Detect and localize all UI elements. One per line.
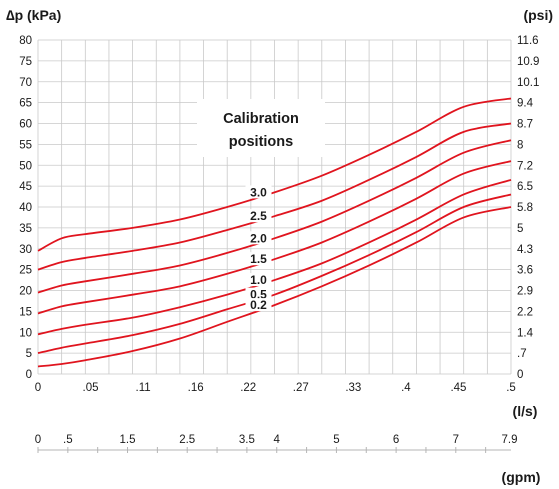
y-axis-right-title: (psi)	[523, 7, 553, 23]
y-tick-left-label: 15	[19, 306, 32, 318]
gpm-tick-label: 1.5	[120, 434, 136, 446]
y-tick-right-label: 2.9	[517, 286, 533, 298]
curve-3-0	[37, 97, 512, 252]
curve-label-bg	[245, 209, 272, 223]
gpm-tick-label: 7	[453, 434, 459, 446]
y-tick-left-label: 35	[19, 223, 32, 235]
curve-label-bg	[245, 185, 272, 199]
y-tick-left-label: 30	[19, 244, 32, 256]
y-tick-right-label: 0	[517, 369, 523, 381]
x-tick-label: 0	[35, 382, 41, 394]
x-tick-label: .27	[293, 382, 309, 394]
y-tick-left-label: 50	[19, 160, 32, 172]
y-tick-left-label: 80	[19, 35, 32, 47]
legend-title-line1: Calibration	[223, 111, 299, 127]
y-tick-left-label: 60	[19, 119, 32, 131]
gpm-tick-label: 5	[333, 434, 339, 446]
y-tick-left-label: 75	[19, 56, 32, 68]
legend-box	[197, 99, 325, 157]
curve-2-5	[37, 122, 512, 271]
curves	[37, 97, 512, 368]
y-tick-right-label: 6.5	[517, 181, 533, 193]
y-tick-left-label: 40	[19, 202, 32, 214]
curve-1-0	[37, 179, 512, 336]
gpm-tick-label: 3.5	[239, 434, 255, 446]
gpm-tick-label: 4	[274, 434, 281, 446]
y-tick-right-label: 11.6	[517, 35, 539, 47]
gpm-tick-label: .5	[63, 434, 73, 446]
curve-label-2-5: 2.5	[250, 209, 267, 223]
y-tick-right-label: 10.9	[517, 56, 539, 68]
curve-labels: 3.02.52.01.51.00.50.2	[245, 185, 272, 312]
x-tick-label: .22	[240, 382, 256, 394]
x-tick-label: .11	[136, 382, 151, 394]
curve-label-3-0: 3.0	[250, 185, 267, 199]
y-tick-left-label: 10	[19, 327, 32, 339]
y-tick-left-label: 5	[26, 348, 32, 360]
y-tick-left-label: 45	[19, 181, 32, 193]
y-tick-left-label: 65	[19, 98, 32, 110]
y-tick-right-label: 1.4	[517, 327, 534, 339]
gpm-tick-label: 6	[393, 434, 399, 446]
y-tick-right-label: 3.6	[517, 265, 533, 277]
curve-label-bg	[245, 298, 272, 312]
y-tick-right-label: 7.2	[517, 160, 533, 172]
y-tick-left-label: 20	[19, 286, 32, 298]
gpm-tick-label: 7.9	[502, 434, 518, 446]
x-tick-label: .5	[506, 382, 516, 394]
legend-title-line2: positions	[229, 134, 293, 150]
gpm-tick-label: 2.5	[179, 434, 195, 446]
tick-labels: 051015202530354045505560657075800.71.42.…	[19, 35, 539, 394]
curve-1-5	[37, 160, 512, 315]
y-tick-right-label: 8.7	[517, 119, 533, 131]
curve-label-bg	[245, 252, 272, 266]
curve-label-bg	[245, 231, 272, 245]
curve-0-2	[37, 206, 512, 368]
y-tick-right-label: 4.3	[517, 244, 533, 256]
y-tick-left-label: 0	[26, 369, 32, 381]
y-tick-right-label: 10.1	[517, 77, 539, 89]
curve-label-1-5: 1.5	[250, 252, 267, 266]
y-tick-right-label: 2.2	[517, 306, 533, 318]
y-tick-left-label: 70	[19, 77, 32, 89]
x-tick-label: .45	[450, 382, 466, 394]
curve-label-0-2: 0.2	[250, 298, 267, 312]
x-axis-ls-title: (l/s)	[513, 403, 538, 419]
x-tick-label: .05	[83, 382, 99, 394]
curve-label-2-0: 2.0	[250, 231, 267, 245]
curve-label-1-0: 1.0	[250, 273, 267, 287]
y-tick-right-label: 5	[517, 223, 523, 235]
gpm-scale: 0 .5 1.5 2.5 3.5 4 5 6 7 7.9	[35, 434, 518, 453]
y-tick-right-label: .7	[517, 348, 527, 360]
y-tick-left-label: 25	[19, 265, 32, 277]
x-tick-label: .33	[345, 382, 361, 394]
y-axis-left-title: ∆p (kPa)	[6, 7, 61, 23]
curve-label-bg	[245, 287, 272, 301]
x-axis-gpm-title: (gpm)	[502, 469, 541, 485]
gpm-tick-label: 0	[35, 434, 41, 446]
y-tick-right-label: 9.4	[517, 98, 534, 110]
x-tick-label: .4	[401, 382, 411, 394]
curve-2-0	[37, 139, 512, 294]
curve-label-bg	[245, 273, 272, 287]
y-tick-right-label: 5.8	[517, 202, 533, 214]
x-tick-label: .16	[188, 382, 204, 394]
y-tick-left-label: 55	[19, 139, 32, 151]
y-tick-right-label: 8	[517, 139, 523, 151]
